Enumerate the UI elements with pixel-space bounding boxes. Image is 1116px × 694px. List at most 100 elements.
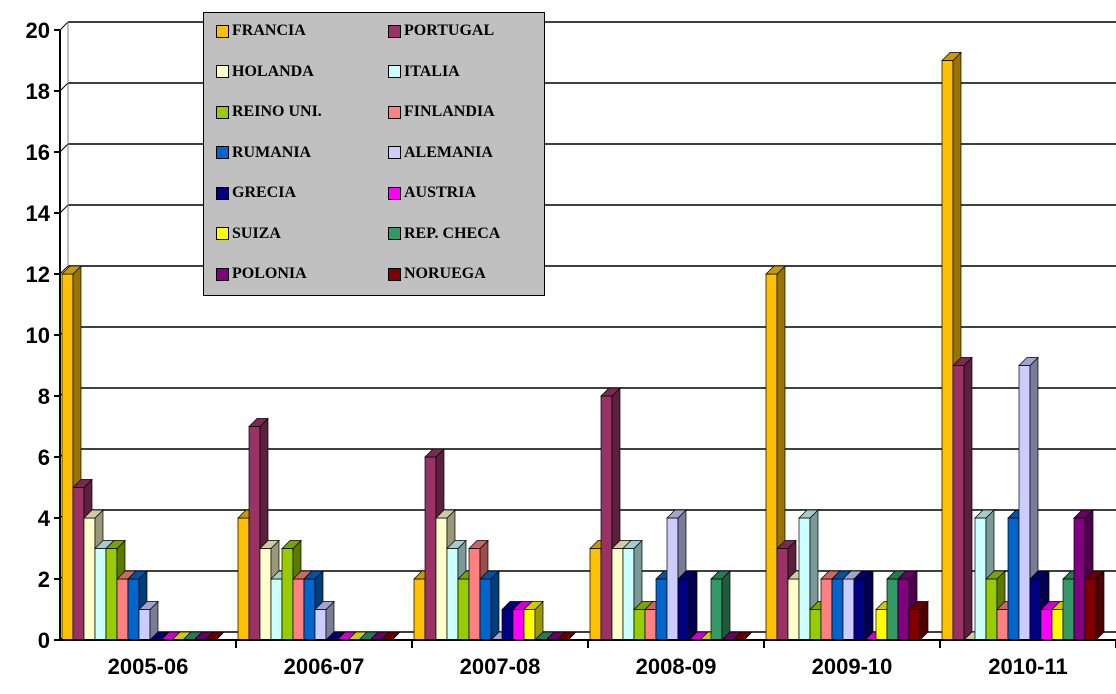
legend-swatch — [388, 186, 401, 200]
bar-front — [842, 578, 855, 641]
bar-front — [1018, 365, 1031, 641]
x-tick-label: 2008-09 — [636, 654, 717, 679]
y-tick-label: 2 — [38, 567, 50, 592]
legend-item: ITALIA — [388, 61, 460, 83]
legend-label: REP. CHECA — [404, 224, 501, 242]
bar-front — [446, 548, 459, 641]
bar — [952, 356, 973, 641]
bar-front — [314, 609, 327, 641]
y-tick-label: 16 — [26, 140, 50, 165]
legend-item: POLONIA — [216, 263, 307, 285]
bar-front — [600, 395, 613, 641]
x-tick-label: 2010-11 — [988, 654, 1068, 679]
bar-front — [457, 578, 470, 641]
bar-front — [424, 456, 437, 641]
bar-front — [798, 517, 811, 641]
y-tick-label: 14 — [26, 201, 51, 226]
bar-top — [765, 265, 786, 275]
bar-front — [644, 609, 657, 641]
bar-front — [633, 609, 646, 641]
y-tick-label: 18 — [26, 79, 50, 104]
bar — [710, 570, 731, 641]
bar-front — [875, 609, 888, 641]
bar-front — [897, 578, 910, 641]
bar-top — [424, 448, 445, 458]
bar-top — [666, 509, 687, 519]
bar-side — [1095, 570, 1105, 641]
bar-front — [72, 487, 85, 641]
bar-front — [1029, 578, 1042, 641]
bar-front — [523, 609, 536, 641]
bar-front — [468, 548, 481, 641]
legend-swatch — [216, 65, 229, 78]
bar-front — [677, 578, 690, 641]
bar-top — [1018, 357, 1039, 366]
bar-top — [952, 357, 973, 366]
bar-top — [523, 601, 544, 610]
bar — [853, 570, 874, 641]
bar-side — [490, 570, 500, 641]
bar-top — [303, 570, 324, 580]
bar-side — [721, 570, 731, 641]
bar-top — [853, 570, 874, 580]
bar-front — [974, 517, 987, 641]
bar-side — [864, 570, 874, 641]
bar-front — [809, 609, 822, 641]
legend-item: PORTUGAL — [388, 20, 494, 42]
legend-label: POLONIA — [232, 265, 307, 282]
bar-front — [622, 548, 635, 641]
bar-top — [281, 540, 302, 549]
legend-label: FRANCIA — [232, 22, 306, 39]
bar-front — [105, 548, 118, 641]
bar-front — [1040, 609, 1053, 641]
bar-front — [787, 578, 800, 641]
legend-item: SUIZA — [216, 223, 281, 245]
bar-front — [853, 578, 866, 641]
bar — [314, 600, 335, 641]
bar-front — [886, 578, 899, 641]
bar-top — [468, 540, 489, 549]
bar — [523, 600, 544, 641]
legend-item: NORUEGA — [388, 263, 486, 285]
bar-top — [622, 540, 643, 549]
gridline-depth — [59, 265, 69, 275]
bar-front — [413, 578, 426, 641]
legend-item: HOLANDA — [216, 61, 314, 83]
legend-swatch — [216, 24, 229, 38]
bar-front — [292, 578, 305, 641]
bar-front — [655, 578, 668, 641]
y-tick-label: 4 — [38, 506, 51, 531]
bar-top — [897, 570, 918, 580]
bar-front — [259, 548, 272, 641]
bar-top — [776, 540, 797, 549]
legend-item: FRANCIA — [216, 20, 306, 42]
bar-front — [1084, 578, 1097, 641]
bar-front — [435, 517, 448, 641]
bar-front — [270, 578, 283, 641]
bar-top — [314, 601, 335, 610]
bar-front — [61, 273, 74, 641]
y-tick-label: 8 — [38, 384, 50, 409]
bar-top — [985, 570, 1006, 580]
bar-front — [303, 578, 316, 641]
bar-front — [985, 578, 998, 641]
bar-top — [435, 509, 456, 519]
legend-label: REINO UNI. — [232, 103, 322, 120]
bar-top — [61, 265, 82, 275]
y-tick-label: 12 — [26, 262, 50, 287]
bar-top — [941, 52, 962, 61]
legend-swatch — [216, 146, 229, 159]
legend-swatch — [216, 186, 229, 200]
bar-front — [1051, 609, 1064, 641]
bar-front — [820, 578, 833, 641]
bar-front — [83, 517, 96, 641]
bar-front — [116, 578, 129, 641]
legend-label: NORUEGA — [404, 265, 486, 282]
legend: FRANCIA PORTUGAL HOLANDA ITALIA REINO UNI. FI… — [203, 12, 545, 296]
x-tick-label: 2007-08 — [460, 654, 541, 679]
bar — [1084, 570, 1105, 641]
legend-label: PORTUGAL — [404, 22, 495, 39]
bar — [677, 570, 698, 641]
